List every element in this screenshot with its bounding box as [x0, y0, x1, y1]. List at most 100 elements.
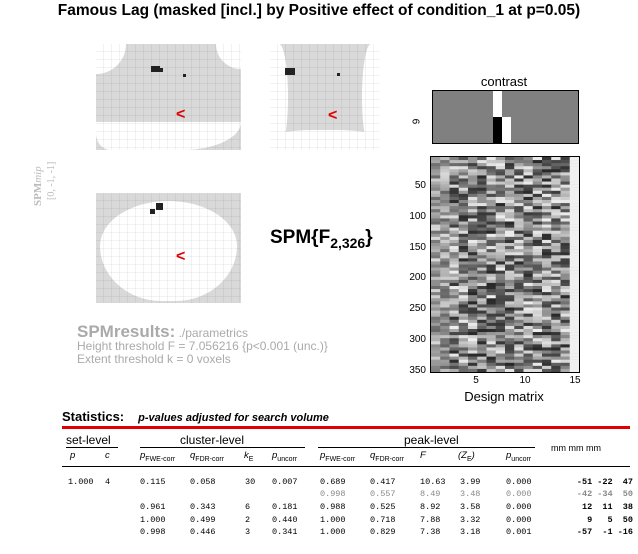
table-cell-cunc[interactable]: 0.007 [272, 477, 298, 487]
table-cell-cfdr[interactable]: 0.058 [190, 477, 216, 487]
design-cell [542, 169, 552, 173]
design-cell [560, 335, 570, 339]
table-cell-cfdr[interactable]: 0.446 [190, 527, 216, 537]
design-cell [514, 172, 524, 176]
table-cell-cunc[interactable]: 0.181 [272, 502, 298, 512]
mip-sagittal[interactable]: < [96, 44, 241, 150]
table-cell-Z[interactable]: 3.18 [460, 527, 481, 537]
mip-coronal[interactable]: < [270, 44, 380, 150]
table-cell-cfwe[interactable]: 1.000 [140, 515, 166, 525]
design-cell [532, 215, 543, 219]
design-cell [458, 252, 469, 256]
table-cell-Z[interactable]: 3.32 [460, 515, 481, 525]
table-cell-pfwe[interactable]: 0.689 [320, 477, 346, 487]
design-cell [486, 276, 496, 281]
table-cell-coords[interactable]: -57 -1 -16 [571, 527, 633, 537]
mip-axial[interactable]: < [96, 193, 241, 303]
design-cell [477, 258, 487, 262]
table-cell-cfwe[interactable]: 0.998 [140, 527, 166, 537]
design-cell [532, 365, 543, 370]
extent-threshold: Extent threshold k = 0 voxels [77, 352, 231, 366]
design-cell [431, 157, 441, 161]
table-cell-pfdr[interactable]: 0.718 [370, 515, 396, 525]
table-cell-ke[interactable]: 3 [245, 527, 251, 537]
design-cell [505, 233, 515, 238]
design-cell [495, 172, 506, 176]
design-cell [449, 338, 459, 342]
table-cell-F[interactable]: 8.49 [420, 489, 441, 499]
design-cell [431, 267, 441, 271]
table-cell-Z[interactable]: 3.48 [460, 489, 481, 499]
design-cell [458, 160, 469, 164]
design-cell [431, 289, 441, 293]
col-peak-f: F [420, 450, 426, 461]
design-cell [505, 322, 515, 327]
table-cell-ke[interactable]: 2 [245, 515, 251, 525]
design-cell [431, 175, 441, 179]
design-cell [569, 169, 579, 173]
table-cell-coords[interactable]: 9 5 50 [571, 515, 633, 525]
design-cell [477, 322, 487, 327]
table-cell-cfwe[interactable]: 0.115 [140, 477, 166, 487]
design-cell [468, 267, 478, 271]
design-cell [523, 301, 533, 305]
table-cell-ke[interactable]: 30 [245, 477, 256, 487]
design-cell [468, 276, 478, 281]
table-cell-pfdr[interactable]: 0.557 [370, 489, 396, 499]
design-cell [449, 264, 459, 268]
activation-blob [337, 73, 340, 76]
design-matrix[interactable] [430, 156, 580, 373]
table-cell-pfdr[interactable]: 0.525 [370, 502, 396, 512]
table-cell-pfdr[interactable]: 0.829 [370, 527, 396, 537]
design-cell [505, 221, 515, 225]
table-cell-punc[interactable]: 0.000 [506, 502, 532, 512]
table-cell-Z[interactable]: 3.99 [460, 477, 481, 487]
design-cell [523, 267, 533, 271]
design-cell [458, 187, 469, 191]
design-cell [514, 255, 524, 259]
design-cell [440, 279, 450, 284]
design-cell [560, 249, 570, 253]
design-cell [495, 356, 506, 360]
table-cell-cfwe[interactable]: 0.961 [140, 502, 166, 512]
table-cell-punc[interactable]: 0.001 [506, 527, 532, 537]
table-cell-pfwe[interactable]: 1.000 [320, 527, 346, 537]
table-cell-F[interactable]: 7.38 [420, 527, 441, 537]
table-cell-setc[interactable]: 4 [105, 477, 111, 487]
design-cell [449, 252, 459, 256]
design-cell [542, 227, 552, 231]
table-cell-punc[interactable]: 0.000 [506, 477, 532, 487]
design-cell [495, 209, 506, 213]
design-cell [569, 187, 579, 191]
table-cell-coords[interactable]: -51 -22 47 [571, 477, 633, 487]
table-cell-cunc[interactable]: 0.440 [272, 515, 298, 525]
design-cell [477, 353, 487, 357]
table-cell-F[interactable]: 10.63 [420, 477, 446, 487]
table-cell-ke[interactable]: 6 [245, 502, 251, 512]
ytick-label: 100 [409, 210, 426, 222]
table-cell-pfwe[interactable]: 0.998 [320, 489, 346, 499]
table-cell-cfdr[interactable]: 0.499 [190, 515, 216, 525]
table-cell-setp[interactable]: 1.000 [68, 477, 94, 487]
table-cell-coords[interactable]: -42 -34 50 [571, 489, 633, 499]
design-cell [486, 166, 496, 170]
table-cell-punc[interactable]: 0.000 [506, 515, 532, 525]
table-cell-pfwe[interactable]: 0.988 [320, 502, 346, 512]
height-threshold: Height threshold F = 7.056216 {p<0.001 (… [77, 339, 328, 353]
table-cell-coords[interactable]: 12 11 38 [571, 502, 633, 512]
table-cell-F[interactable]: 7.88 [420, 515, 441, 525]
table-cell-F[interactable]: 8.92 [420, 502, 441, 512]
design-cell [560, 169, 570, 173]
table-cell-cunc[interactable]: 0.341 [272, 527, 298, 537]
table-cell-pfwe[interactable]: 1.000 [320, 515, 346, 525]
design-cell [477, 227, 487, 231]
design-cell [532, 289, 543, 293]
design-cell [542, 347, 552, 351]
table-cell-cfdr[interactable]: 0.343 [190, 502, 216, 512]
activation-blob [150, 209, 155, 214]
table-cell-Z[interactable]: 3.58 [460, 502, 481, 512]
table-cell-punc[interactable]: 0.000 [506, 489, 532, 499]
contrast-plot[interactable] [432, 90, 579, 144]
table-cell-pfdr[interactable]: 0.417 [370, 477, 396, 487]
design-cell [523, 163, 533, 167]
